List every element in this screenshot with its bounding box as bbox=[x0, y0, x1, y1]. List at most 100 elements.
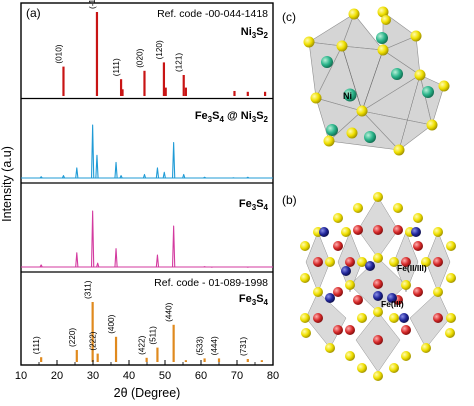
peak-hkl-label: (020) bbox=[135, 48, 144, 67]
iron-atom-octahedral bbox=[401, 257, 411, 267]
sulfur-atoms-c bbox=[303, 6, 450, 156]
sulfur-atom bbox=[373, 192, 383, 202]
nickel-atom bbox=[422, 86, 434, 98]
xrd-chart: (010) (-110) (111) (020) (120) (121) (111) (220… bbox=[0, 0, 279, 400]
sulfur-atom bbox=[310, 92, 322, 104]
sulfur-atom bbox=[445, 328, 455, 338]
x-tick-label: 10 bbox=[15, 370, 27, 382]
sulfur-atom bbox=[313, 287, 323, 297]
pattern-peak bbox=[119, 175, 123, 179]
sulfur-atom bbox=[341, 227, 351, 237]
fe3-label: Fe(III) bbox=[381, 299, 404, 309]
panel-a-label: (a) bbox=[26, 6, 41, 20]
pattern-peak bbox=[114, 248, 118, 268]
pattern-peak bbox=[95, 154, 99, 179]
iron-atom-tetrahedral bbox=[325, 293, 335, 303]
nickel-atom bbox=[326, 124, 338, 136]
sulfur-atom bbox=[393, 203, 403, 213]
pattern-peak bbox=[162, 171, 166, 179]
sulfur-atom bbox=[345, 280, 355, 290]
sulfur-atom bbox=[401, 351, 411, 361]
sulfur-atom bbox=[421, 257, 431, 267]
pattern-peak bbox=[182, 173, 186, 179]
sulfur-atom bbox=[333, 213, 343, 223]
x-axis-label: 2θ (Degree) bbox=[114, 386, 181, 400]
panel-b-label: (b) bbox=[282, 193, 297, 207]
sulfur-atom bbox=[377, 44, 389, 56]
iron-atom-octahedral bbox=[345, 257, 355, 267]
iron-atom-tetrahedral bbox=[373, 291, 383, 301]
sulfur-atom bbox=[426, 119, 438, 131]
peak-hkl-label: (111) bbox=[112, 58, 121, 76]
nickel-atoms bbox=[321, 32, 434, 143]
iron-atom-octahedral bbox=[413, 241, 423, 251]
sulfur-atom bbox=[357, 363, 367, 373]
nickel-atom bbox=[391, 68, 403, 80]
fe23-label: Fe(II/III) bbox=[397, 263, 427, 273]
series-label-fe3s4: Fe3S4 bbox=[239, 198, 269, 212]
pattern-peak bbox=[246, 176, 250, 179]
pattern-peak bbox=[75, 252, 79, 268]
sulfur-atom bbox=[301, 328, 311, 338]
pattern-peak bbox=[90, 210, 95, 268]
sulfur-atom bbox=[446, 273, 456, 283]
sulfur-atom bbox=[300, 241, 310, 251]
x-tick-label: 70 bbox=[231, 370, 243, 382]
sulfur-atom bbox=[303, 36, 315, 48]
sulfur-atom bbox=[357, 313, 367, 323]
pattern-peak bbox=[61, 175, 66, 179]
pattern-peak bbox=[96, 262, 100, 268]
iron-atom-octahedral bbox=[333, 325, 343, 335]
ni3s2-structure: (c) bbox=[282, 6, 450, 156]
iron-atom-octahedral bbox=[401, 325, 411, 335]
ref-code-ni3s2: Ref. code -00-044-1418 bbox=[157, 8, 268, 20]
sulfur-atom bbox=[336, 40, 348, 52]
sulfur-atom bbox=[389, 363, 399, 373]
pattern-peak bbox=[203, 176, 207, 179]
sulfur-atom bbox=[373, 307, 383, 317]
pattern-peak bbox=[171, 142, 176, 179]
iron-atom-octahedral bbox=[433, 313, 443, 323]
iron-atom-octahedral bbox=[333, 287, 343, 297]
pattern-peak bbox=[171, 225, 176, 268]
sulfur-atom bbox=[410, 30, 422, 42]
iron-atom-octahedral bbox=[313, 257, 323, 267]
iron-atom-tetrahedral bbox=[341, 266, 351, 276]
sulfur-atom bbox=[325, 343, 335, 353]
sulfur-atom bbox=[389, 257, 399, 267]
x-tick-label: 60 bbox=[195, 370, 207, 382]
sulfur-atom bbox=[401, 280, 411, 290]
iron-atom-octahedral bbox=[353, 295, 363, 305]
sulfur-atom bbox=[346, 127, 358, 139]
iron-atom-octahedral bbox=[313, 313, 323, 323]
peak-hkl-label: (111) bbox=[32, 336, 41, 354]
sulfur-atom bbox=[348, 8, 360, 20]
sulfur-atom bbox=[377, 6, 389, 18]
nickel-atom bbox=[321, 56, 333, 68]
peak-hkl-label: (120) bbox=[155, 40, 164, 59]
sulfur-atom bbox=[446, 241, 456, 251]
pattern-peak bbox=[114, 161, 118, 179]
sulfur-atom bbox=[414, 69, 426, 81]
sulfur-atom bbox=[381, 15, 391, 25]
iron-atom-tetrahedral bbox=[365, 261, 375, 271]
pattern-peak bbox=[39, 176, 43, 179]
iron-atom-octahedral bbox=[373, 225, 383, 235]
sulfur-atom bbox=[300, 313, 310, 323]
sulfur-atom bbox=[325, 257, 335, 267]
iron-atom-octahedral bbox=[413, 287, 423, 297]
pattern-peak bbox=[155, 167, 160, 179]
sulfur-atom bbox=[323, 135, 335, 147]
iron-atom-octahedral bbox=[345, 325, 355, 335]
nickel-label: Ni bbox=[343, 91, 352, 101]
pattern-peak bbox=[90, 124, 95, 179]
sulfur-atom bbox=[357, 257, 367, 267]
fe3s4-structure: (b) Fe(II/III) Fe(III) bbox=[282, 192, 456, 381]
iron-atom-tetrahedral bbox=[399, 313, 409, 323]
x-tick-label: 40 bbox=[123, 370, 135, 382]
peak-hkl-label: (400) bbox=[107, 314, 116, 333]
iron-atom-octahedral bbox=[393, 225, 403, 235]
pattern-peak bbox=[155, 254, 160, 268]
pattern-peak bbox=[75, 167, 79, 179]
